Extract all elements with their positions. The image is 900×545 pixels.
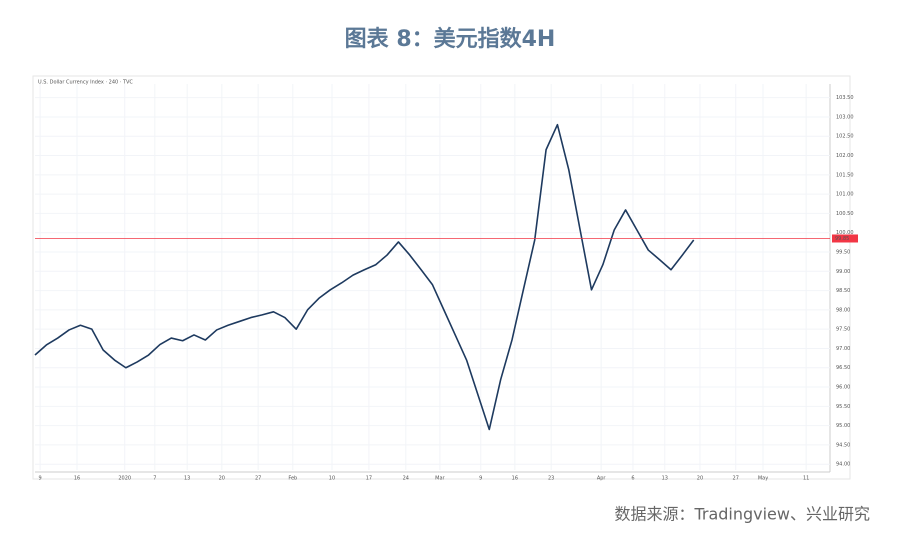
y-tick-label: 98.00	[836, 307, 850, 313]
y-tick-label: 99.00	[836, 269, 850, 275]
symbol-header: U.S. Dollar Currency Index · 240 · TVC	[38, 80, 133, 86]
y-tick-label: 102.00	[836, 153, 854, 159]
x-tick-label: 9	[479, 476, 482, 482]
last-price-badge	[832, 234, 858, 243]
x-tick-label: 10	[329, 476, 335, 482]
x-tick-label: Mar	[435, 476, 445, 482]
x-tick-label: 20	[219, 476, 225, 482]
x-tick-label: 16	[512, 476, 518, 482]
x-tick-label: 11	[803, 476, 809, 482]
y-tick-label: 97.50	[836, 327, 850, 333]
x-tick-label: Apr	[597, 476, 607, 482]
x-tick-label: May	[758, 476, 768, 482]
y-tick-label: 94.50	[836, 442, 850, 448]
y-tick-label: 96.50	[836, 365, 850, 371]
source-note: 数据来源：Tradingview、兴业研究	[614, 505, 870, 524]
x-tick-label: 7	[153, 476, 156, 482]
y-tick-label: 102.50	[836, 134, 854, 140]
x-tick-label: 2020	[118, 476, 131, 482]
x-tick-label: 27	[255, 476, 261, 482]
y-tick-label: 95.50	[836, 404, 850, 410]
y-tick-label: 97.00	[836, 346, 850, 352]
y-tick-label: 99.50	[836, 249, 850, 255]
x-tick-label: 20	[697, 476, 703, 482]
x-tick-label: 9	[39, 476, 42, 482]
y-tick-label: 101.50	[836, 172, 854, 178]
chart-title: 图表 8：美元指数4H	[345, 26, 556, 52]
y-tick-label: 100.00	[836, 230, 854, 236]
y-tick-label: 103.00	[836, 114, 854, 120]
price-line	[34, 123, 695, 431]
x-tick-label: 27	[733, 476, 739, 482]
last-price-label: 99.85	[835, 236, 849, 242]
y-tick-label: 100.50	[836, 211, 854, 217]
x-tick-label: 23	[548, 476, 554, 482]
y-tick-label: 96.00	[836, 385, 850, 391]
chart-frame	[32, 75, 851, 480]
y-tick-label: 103.50	[836, 95, 854, 101]
x-tick-label: Feb	[288, 476, 297, 482]
x-tick-label: 6	[631, 476, 634, 482]
x-tick-label: 13	[662, 476, 668, 482]
y-tick-label: 95.00	[836, 423, 850, 429]
x-tick-label: 13	[184, 476, 190, 482]
x-tick-label: 24	[403, 476, 409, 482]
x-tick-label: 17	[366, 476, 372, 482]
y-tick-label: 101.00	[836, 192, 854, 198]
y-tick-label: 94.00	[836, 462, 850, 468]
x-tick-label: 16	[74, 476, 80, 482]
y-tick-label: 98.50	[836, 288, 850, 294]
